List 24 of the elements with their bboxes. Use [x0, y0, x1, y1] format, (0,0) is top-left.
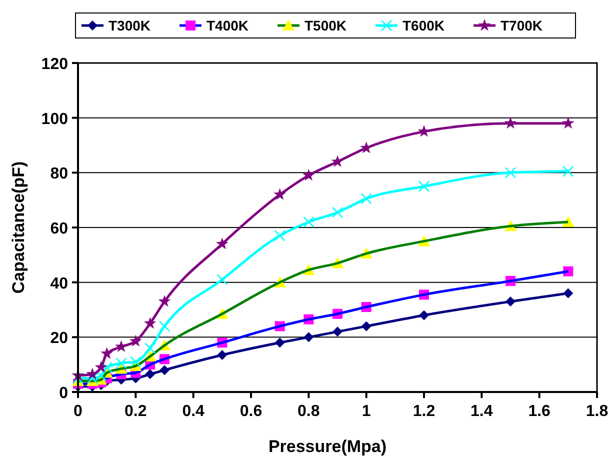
y-tick-label: 40 — [50, 275, 68, 292]
legend-label: T500K — [304, 18, 347, 34]
legend-label: T700K — [500, 18, 543, 34]
x-tick-label: 1.8 — [586, 403, 608, 420]
x-tick-label: 1 — [362, 403, 371, 420]
legend-label: T300K — [108, 18, 151, 34]
legend-label: T600K — [402, 18, 445, 34]
x-tick-label: 0.2 — [124, 403, 147, 420]
y-tick-label: 0 — [59, 385, 68, 402]
x-tick-label: 0.6 — [240, 403, 262, 420]
y-tick-label: 60 — [50, 220, 68, 238]
legend-label: T400K — [206, 18, 249, 34]
x-tick-label: 1.4 — [470, 403, 493, 420]
y-tick-label: 100 — [41, 110, 68, 128]
x-tick-label: 0.8 — [298, 403, 320, 420]
y-tick-label: 20 — [50, 330, 68, 348]
x-tick-label: 1.6 — [528, 403, 551, 420]
y-tick-label: 120 — [41, 56, 68, 73]
x-tick-label: 1.2 — [412, 403, 436, 420]
y-tick-label: 80 — [50, 166, 68, 183]
x-tick-label: 0.4 — [182, 403, 205, 420]
y-axis-title: Capacitance(pF) — [9, 161, 28, 294]
x-tick-label: 0 — [74, 403, 83, 420]
x-axis-title: Pressure(Mpa) — [268, 437, 387, 456]
